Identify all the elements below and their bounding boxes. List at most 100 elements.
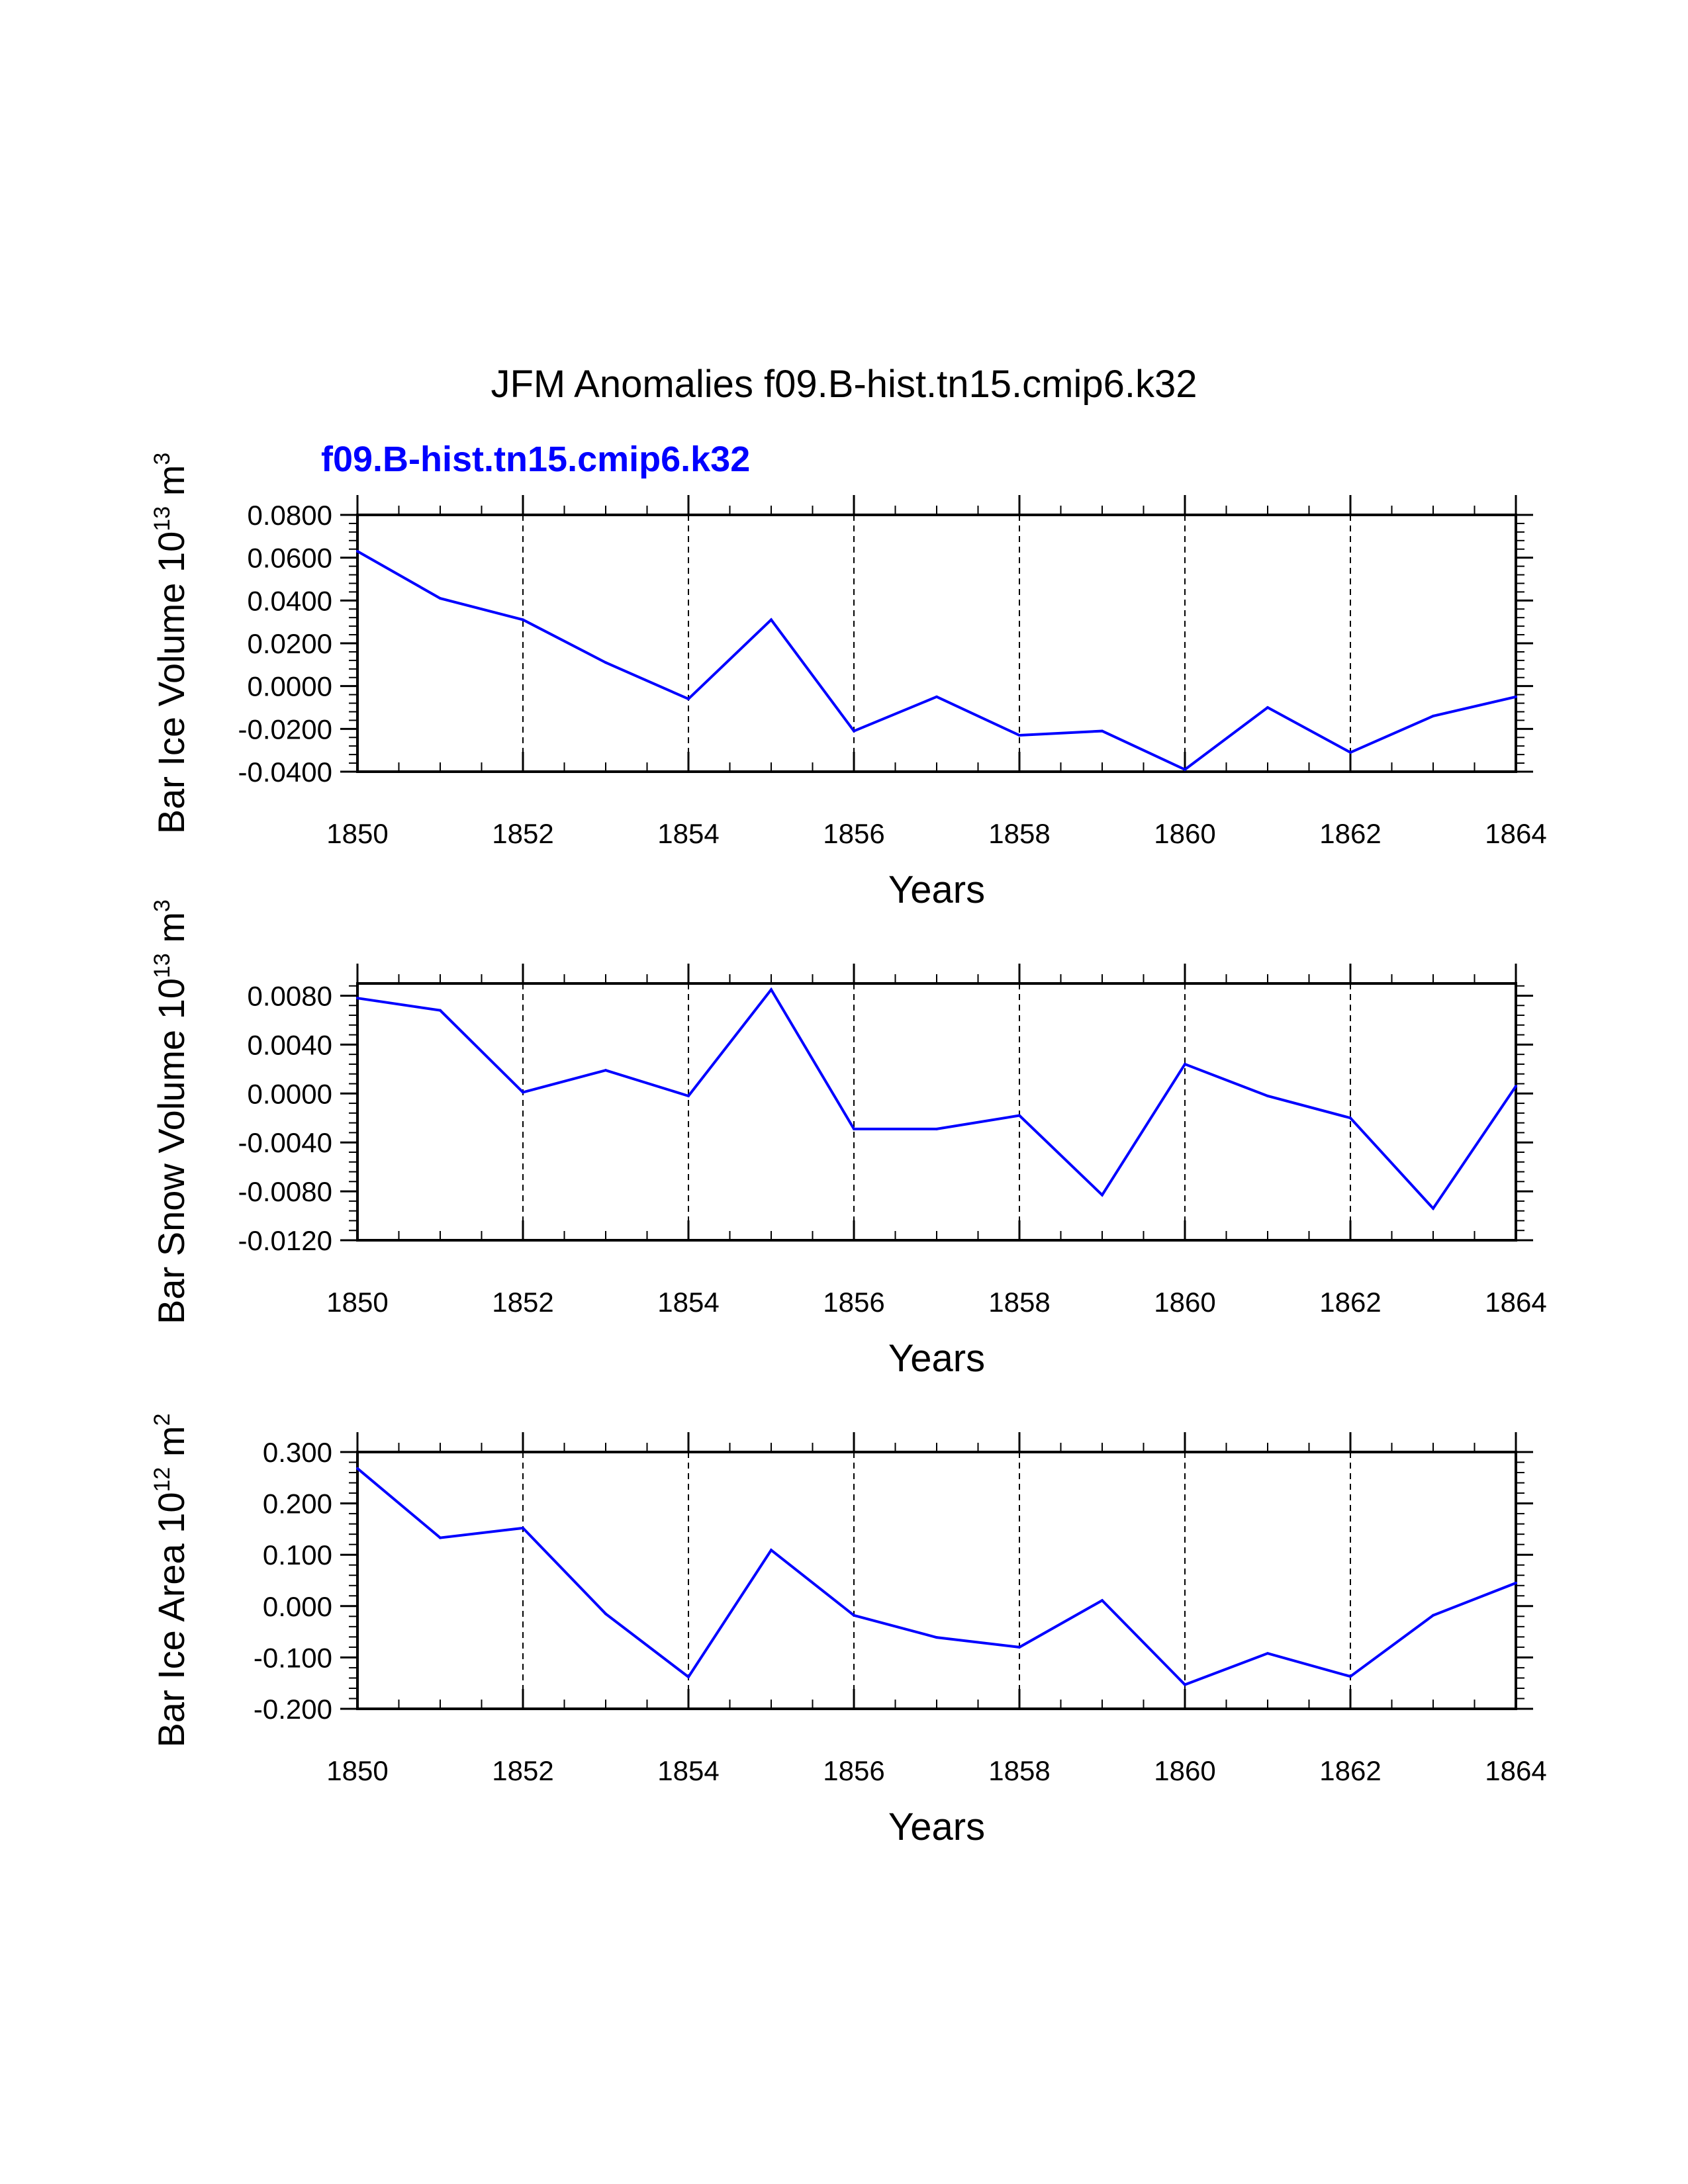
x-tick-label: 1862 <box>1319 818 1381 849</box>
y-axis-label-exp1: 13 <box>150 506 175 531</box>
y-axis-label-text: Bar Ice Volume 10 <box>150 531 192 835</box>
data-point <box>522 1526 524 1529</box>
x-tick-label: 1852 <box>492 1287 553 1318</box>
data-point <box>1266 706 1269 709</box>
y-tick-label: 0.0400 <box>248 585 332 616</box>
data-point <box>522 618 524 621</box>
data-point <box>1101 729 1103 733</box>
x-tick-label: 1862 <box>1319 1755 1381 1786</box>
y-tick-label: -0.0200 <box>238 713 332 745</box>
data-point <box>853 1127 855 1130</box>
figure-title: JFM Anomalies f09.B-hist.tn15.cmip6.k32 <box>491 363 1197 406</box>
data-point <box>1432 714 1434 717</box>
data-point <box>1515 1085 1517 1088</box>
series-line <box>357 550 1517 772</box>
data-point <box>439 1536 442 1539</box>
y-tick-label: -0.0400 <box>238 756 332 788</box>
y-tick-label: 0.0040 <box>248 1029 332 1060</box>
x-axis-label: Years <box>888 1805 985 1848</box>
x-tick-label: 1854 <box>657 818 719 849</box>
data-point <box>770 988 773 991</box>
data-point <box>1184 1062 1186 1066</box>
x-tick-label: 1862 <box>1319 1287 1381 1318</box>
y-tick-label: 0.000 <box>263 1591 332 1622</box>
y-tick-label: 0.0080 <box>248 980 332 1011</box>
y-axis-label-unit: m <box>150 465 192 506</box>
y-axis-label-unit: m <box>150 912 192 953</box>
x-tick-label: 1856 <box>823 1287 884 1318</box>
y-tick-label: 0.300 <box>263 1437 332 1468</box>
y-tick-label: 0.0600 <box>248 543 332 574</box>
data-point <box>853 729 855 733</box>
y-tick-label: 0.0800 <box>248 500 332 531</box>
x-tick-label: 1864 <box>1485 1755 1546 1786</box>
chart-panel-1: 0.0800 0.0600 0.0400 0.0200 0.0000 -0.0200 -0.… <box>150 453 1547 911</box>
data-point <box>604 1069 607 1072</box>
data-point <box>1184 768 1186 771</box>
y-tick-label: 0.0000 <box>248 1078 332 1109</box>
data-point <box>1101 1193 1103 1197</box>
y-axis-label: Bar Snow Volume 1013 m3 <box>150 899 192 1324</box>
y-axis-label-exp1: 13 <box>150 953 175 978</box>
data-point <box>356 997 359 1000</box>
y-axis-label-exp2: 3 <box>150 453 175 465</box>
y-tick-label: -0.200 <box>254 1694 332 1725</box>
y-axis-label: Bar Ice Volume 1013 m3 <box>150 453 192 835</box>
data-point <box>1018 734 1021 737</box>
y-tick-label: 0.100 <box>263 1539 332 1570</box>
y-axis-label-exp2: 2 <box>150 1414 175 1426</box>
data-point <box>1018 1114 1021 1117</box>
series-line <box>357 987 1517 1211</box>
x-tick-label: 1860 <box>1154 1755 1215 1786</box>
x-tick-label: 1856 <box>823 1755 884 1786</box>
chart-panel-2: 0.0080 0.0040 0.0000 -0.0040 -0.0080 -0.0120 1… <box>150 899 1547 1380</box>
y-tick-label: -0.0120 <box>238 1225 332 1256</box>
data-point <box>770 1549 773 1552</box>
figure-subtitle: f09.B-hist.tn15.cmip6.k32 <box>321 439 750 479</box>
data-point <box>1432 1614 1434 1617</box>
data-point <box>687 1094 690 1097</box>
chart-panels: 0.0800 0.0600 0.0400 0.0200 0.0000 -0.0200 -0.… <box>150 453 1547 1848</box>
y-axis-label-exp1: 12 <box>150 1467 175 1492</box>
data-point <box>935 1127 938 1130</box>
x-tick-label: 1854 <box>657 1287 719 1318</box>
data-point <box>604 661 607 664</box>
plot-frame <box>356 514 1517 773</box>
y-tick-label: -0.100 <box>254 1642 332 1673</box>
y-axis-label-exp2: 3 <box>150 899 175 912</box>
x-axis-label: Years <box>888 868 985 911</box>
data-point <box>1349 1675 1352 1678</box>
series-line <box>356 1467 1517 1686</box>
data-point <box>1515 695 1517 698</box>
chart-panel-3: 0.300 0.200 0.100 0.000 -0.100 -0.200 1850 1852… <box>150 1414 1547 1848</box>
data-point <box>604 1612 607 1615</box>
data-point <box>439 597 442 600</box>
x-tick-label: 1860 <box>1154 1287 1215 1318</box>
data-point <box>770 618 773 621</box>
data-point <box>687 698 690 701</box>
y-axis-label-text: Bar Snow Volume 10 <box>150 978 192 1324</box>
y-tick-label: -0.0080 <box>238 1176 332 1207</box>
plot-frame <box>356 982 1517 1242</box>
data-point <box>935 1636 938 1639</box>
x-tick-label: 1854 <box>657 1755 719 1786</box>
data-point <box>1266 1094 1269 1097</box>
plot-frame <box>356 1451 1517 1710</box>
y-axis-label: Bar Ice Area 1012 m2 <box>150 1414 192 1748</box>
data-point <box>1018 1645 1021 1649</box>
x-tick-label: 1850 <box>326 818 388 849</box>
x-tick-label: 1852 <box>492 1755 553 1786</box>
x-tick-label: 1858 <box>988 1287 1050 1318</box>
x-tick-label: 1858 <box>988 1755 1050 1786</box>
y-axis-label-text: Bar Ice Area 10 <box>150 1492 192 1747</box>
data-point <box>1101 1599 1103 1602</box>
x-tick-label: 1850 <box>326 1287 388 1318</box>
data-point <box>1349 751 1352 754</box>
x-tick-label: 1850 <box>326 1755 388 1786</box>
data-point <box>1349 1116 1352 1120</box>
x-tick-label: 1864 <box>1485 1287 1546 1318</box>
data-point <box>356 1467 359 1470</box>
x-tick-label: 1858 <box>988 818 1050 849</box>
y-tick-label: 0.200 <box>263 1488 332 1520</box>
x-tick-label: 1864 <box>1485 818 1546 849</box>
